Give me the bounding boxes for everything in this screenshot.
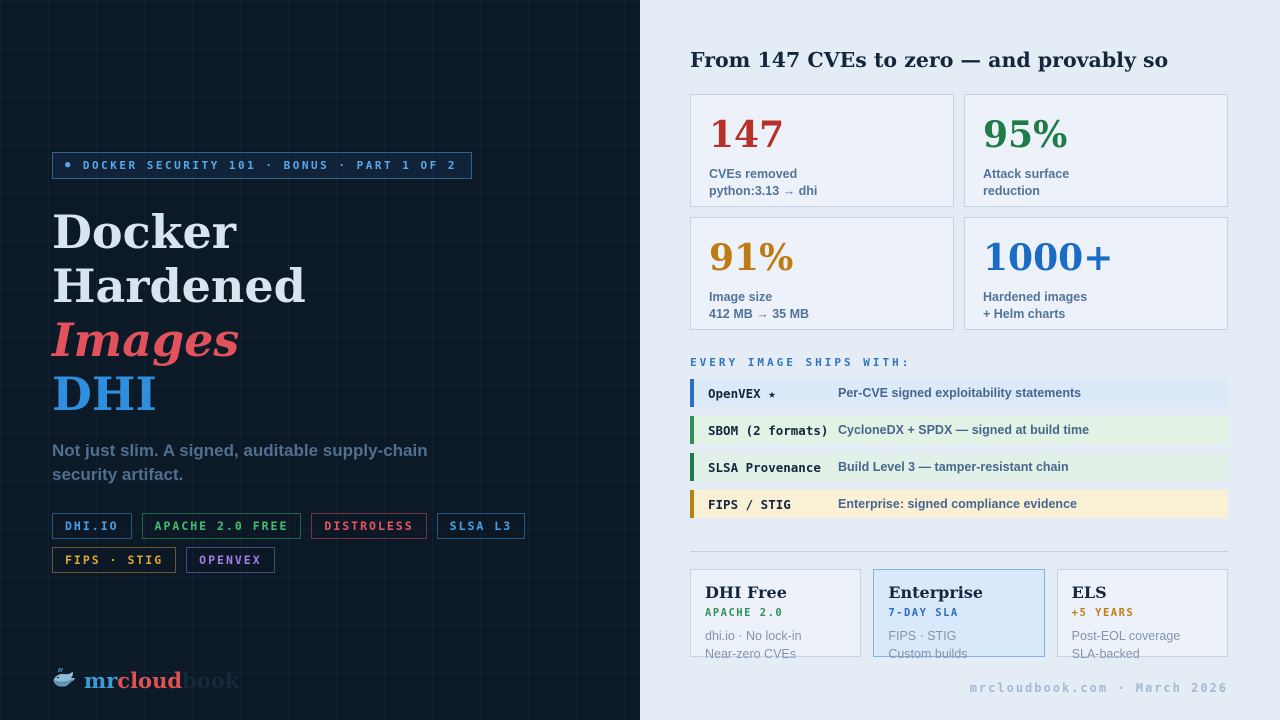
ships-with-list: OpenVEX ★ Per-CVE signed exploitability … <box>690 379 1228 518</box>
ship-row-label: SLSA Provenance <box>708 459 821 475</box>
series-badge: ● DOCKER SECURITY 101 · BONUS · PART 1 O… <box>52 152 472 179</box>
plan-details: FIPS · STIG Custom builds <box>888 627 1029 663</box>
stat-label: Hardened images + Helm charts <box>983 289 1209 323</box>
subtitle: Not just slim. A signed, auditable suppl… <box>52 441 428 484</box>
stat-value: 91% <box>709 237 794 279</box>
ship-row-fips: FIPS / STIG Enterprise: signed complianc… <box>690 490 1228 518</box>
plan-card-els: ELS +5 YEARS Post-EOL coverage SLA-backe… <box>1056 569 1228 661</box>
brand-logo: mrcloudbook <box>52 667 239 694</box>
stat-detail-line: 412 MB → 35 MB <box>709 307 810 321</box>
page-title: Docker Hardened Images DHI <box>52 205 640 421</box>
tag-list: DHI.IO APACHE 2.0 FREE DISTROLESS SLSA L… <box>52 513 577 573</box>
stat-label: Image size 412 MB → 35 MB <box>709 289 935 323</box>
stat-card-image-size: 91% Image size 412 MB → 35 MB <box>690 217 954 330</box>
stat-detail-line: + Helm charts <box>983 307 1066 321</box>
bullet-dot-icon: ● <box>65 160 73 170</box>
tag-fips-stig: FIPS · STIG <box>52 547 177 573</box>
brand-part-cloud: cloud <box>117 668 183 693</box>
stat-detail-line: python:3.13 → dhi <box>709 184 818 198</box>
plan-details: dhi.io · No lock-in Near-zero CVEs <box>705 627 846 663</box>
plan-detail-line: Custom builds <box>888 647 968 661</box>
plan-detail-line: Post-EOL coverage <box>1071 629 1181 643</box>
plan-card-enterprise: Enterprise 7-DAY SLA FIPS · STIG Custom … <box>873 569 1045 661</box>
ship-row-desc: Build Level 3 — tamper-resistant chain <box>838 460 1069 474</box>
plan-detail-line: FIPS · STIG <box>888 629 957 643</box>
tag-apache-free: APACHE 2.0 FREE <box>141 513 302 539</box>
stats-grid: 147 CVEs removed python:3.13 → dhi 95% A… <box>690 94 1228 330</box>
ship-row-desc: Enterprise: signed compliance evidence <box>838 497 1077 511</box>
title-line-images: Images <box>52 313 240 367</box>
plan-detail-line: SLA-backed <box>1071 647 1140 661</box>
brand-logo-text: mrcloudbook <box>84 668 239 693</box>
ship-row-label: SBOM (2 formats) <box>708 422 829 438</box>
stat-label: Attack surface reduction <box>983 166 1209 200</box>
stat-card-attack-surface: 95% Attack surface reduction <box>964 94 1228 207</box>
stat-card-cves: 147 CVEs removed python:3.13 → dhi <box>690 94 954 207</box>
stat-card-hardened-images: 1000+ Hardened images + Helm charts <box>964 217 1228 330</box>
stat-value: 1000+ <box>983 237 1114 279</box>
plan-name: Enterprise <box>888 583 984 602</box>
stat-label-line: Hardened images <box>983 290 1088 304</box>
stat-value: 95% <box>983 114 1068 156</box>
plan-details: Post-EOL coverage SLA-backed <box>1072 627 1213 663</box>
plan-tagline: +5 YEARS <box>1071 607 1135 619</box>
tag-slsa-l3: SLSA L3 <box>436 513 526 539</box>
plan-tagline: 7-DAY SLA <box>888 607 959 619</box>
stat-label-line: Image size <box>709 290 773 304</box>
stat-label-line: Attack surface <box>983 167 1070 181</box>
ship-row-label: FIPS / STIG <box>708 496 791 512</box>
brand-part-mr: mr <box>84 668 118 693</box>
title-line-docker: Docker <box>52 205 236 259</box>
brand-part-book: book <box>182 668 240 693</box>
section-heading: From 147 CVEs to zero — and provably so <box>690 48 1169 72</box>
ships-with-heading: EVERY IMAGE SHIPS WITH: <box>690 356 912 369</box>
stat-label-line: CVEs removed <box>709 167 798 181</box>
left-panel: ● DOCKER SECURITY 101 · BONUS · PART 1 O… <box>52 0 640 720</box>
plan-tagline: APACHE 2.0 <box>705 607 784 619</box>
plan-detail-line: Near-zero CVEs <box>705 647 796 661</box>
stat-detail-line: reduction <box>983 184 1040 198</box>
right-panel: From 147 CVEs to zero — and provably so … <box>640 0 1280 720</box>
plan-detail-line: dhi.io · No lock-in <box>705 629 802 643</box>
plan-card-dhi-free: DHI Free APACHE 2.0 dhi.io · No lock-in … <box>690 569 862 661</box>
ship-row-label: OpenVEX ★ <box>708 385 776 401</box>
title-line-hardened: Hardened <box>52 259 306 313</box>
ship-row-openvex: OpenVEX ★ Per-CVE signed exploitability … <box>690 379 1228 407</box>
stat-value: 147 <box>709 114 785 156</box>
plans-row: DHI Free APACHE 2.0 dhi.io · No lock-in … <box>690 569 1228 661</box>
tag-openvex: OPENVEX <box>186 547 275 573</box>
title-line-dhi: DHI <box>52 367 157 421</box>
divider <box>690 551 1228 552</box>
whale-icon <box>52 667 77 694</box>
ship-row-slsa: SLSA Provenance Build Level 3 — tamper-r… <box>690 453 1228 481</box>
tag-dhi-io: DHI.IO <box>52 513 132 539</box>
plan-name: ELS <box>1071 583 1107 602</box>
ship-row-sbom: SBOM (2 formats) CycloneDX + SPDX — sign… <box>690 416 1228 444</box>
footer-credit: mrcloudbook.com · March 2026 <box>969 681 1228 695</box>
ship-row-desc: CycloneDX + SPDX — signed at build time <box>838 423 1090 437</box>
plan-name: DHI Free <box>705 583 787 602</box>
series-badge-label: DOCKER SECURITY 101 · BONUS · PART 1 OF … <box>82 159 457 172</box>
stat-label: CVEs removed python:3.13 → dhi <box>709 166 935 200</box>
ship-row-desc: Per-CVE signed exploitability statements <box>838 386 1082 400</box>
tag-distroless: DISTROLESS <box>311 513 427 539</box>
